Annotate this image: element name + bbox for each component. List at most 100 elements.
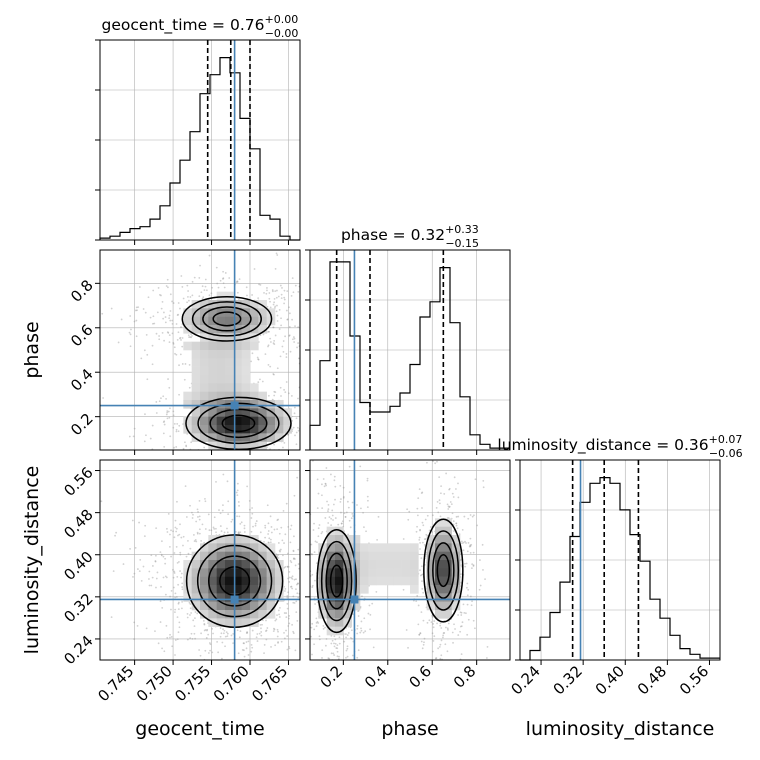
sample-point (459, 611, 462, 614)
density-cell (426, 568, 436, 577)
density-cell (435, 610, 444, 619)
sample-point (165, 576, 168, 579)
sample-point (303, 313, 305, 315)
density-cell (183, 560, 192, 569)
density-cell (335, 526, 344, 536)
sample-point (311, 622, 314, 625)
sample-point (160, 397, 162, 400)
sample-point (336, 655, 339, 658)
density-cell (326, 543, 336, 552)
sample-point (175, 545, 178, 548)
sample-point (360, 629, 363, 632)
sample-point (175, 596, 178, 598)
sample-point (273, 528, 276, 531)
truth-marker (350, 595, 359, 604)
sample-point (280, 456, 282, 458)
sample-point (164, 593, 167, 596)
density-cell (266, 593, 276, 602)
sample-point (257, 358, 260, 360)
sample-point (251, 507, 253, 509)
sample-point (168, 317, 171, 320)
histogram-panel-luminosity_distance: luminosity_distance = 0.36+0.07 −0.06 (497, 433, 743, 661)
sample-point (350, 677, 352, 679)
sample-point (254, 522, 257, 525)
histogram-title-phase: phase = 0.32+0.33 −0.15 (341, 223, 479, 250)
sample-point (165, 624, 168, 627)
density-cell (426, 551, 436, 561)
sample-point (324, 483, 327, 485)
sample-point (346, 655, 349, 658)
sample-point (301, 406, 303, 408)
density-cell (410, 576, 419, 586)
sample-point (247, 640, 250, 643)
sample-point (349, 526, 352, 529)
sample-point (316, 311, 318, 313)
sample-point (227, 666, 229, 668)
sample-point (198, 277, 201, 279)
sample-point (283, 289, 286, 292)
density-cell (208, 585, 217, 594)
sample-point (348, 465, 351, 468)
sample-point (339, 484, 342, 487)
sample-point (261, 380, 264, 383)
sample-point (334, 498, 336, 501)
sample-point (455, 488, 457, 490)
sample-point (246, 485, 249, 488)
y-axis-label-phase: phase (21, 321, 43, 378)
sample-point (272, 373, 275, 375)
sample-point (445, 472, 448, 475)
sample-point (286, 552, 289, 555)
density-cell (410, 543, 419, 552)
density-cell (241, 350, 251, 359)
sample-point (259, 623, 262, 626)
sample-point (286, 648, 289, 651)
sample-point (457, 614, 459, 616)
sample-point (478, 588, 481, 591)
sample-point (173, 536, 176, 539)
sample-point (317, 535, 320, 538)
density-cell (250, 610, 259, 619)
sample-point (276, 635, 279, 638)
density-cell (250, 383, 259, 392)
sample-point (421, 580, 423, 583)
sample-point (307, 663, 309, 665)
density-cell (435, 518, 444, 527)
sample-point (220, 632, 223, 635)
density-cell (443, 535, 452, 544)
density-cell (250, 601, 259, 611)
sample-point (290, 294, 293, 297)
sample-point (102, 397, 105, 399)
density-cell (241, 325, 251, 334)
sample-point (278, 328, 281, 330)
sample-point (306, 591, 308, 593)
sample-point (241, 649, 244, 651)
sample-point (260, 627, 262, 630)
density-cell (443, 568, 452, 577)
sample-point (311, 584, 314, 587)
sample-point (289, 560, 292, 562)
sample-point (457, 634, 460, 636)
density-cell (360, 576, 369, 586)
sample-point (325, 467, 328, 469)
sample-point (172, 341, 175, 344)
sample-point (176, 500, 178, 503)
sample-point (465, 562, 468, 565)
sample-point (421, 573, 423, 576)
sample-point (245, 286, 248, 289)
sample-point (346, 500, 349, 503)
sample-point (187, 299, 190, 302)
density-cell (200, 576, 209, 586)
sample-point (236, 489, 239, 492)
density-cell (208, 408, 217, 417)
density-cell (451, 601, 461, 611)
sample-point (461, 528, 464, 531)
sample-point (446, 627, 449, 630)
sample-point (464, 612, 467, 615)
sample-point (303, 410, 305, 412)
density-cell (208, 593, 217, 602)
sample-point (346, 645, 349, 648)
sample-point (176, 575, 179, 578)
sample-point (169, 407, 171, 410)
sample-point (184, 485, 187, 488)
